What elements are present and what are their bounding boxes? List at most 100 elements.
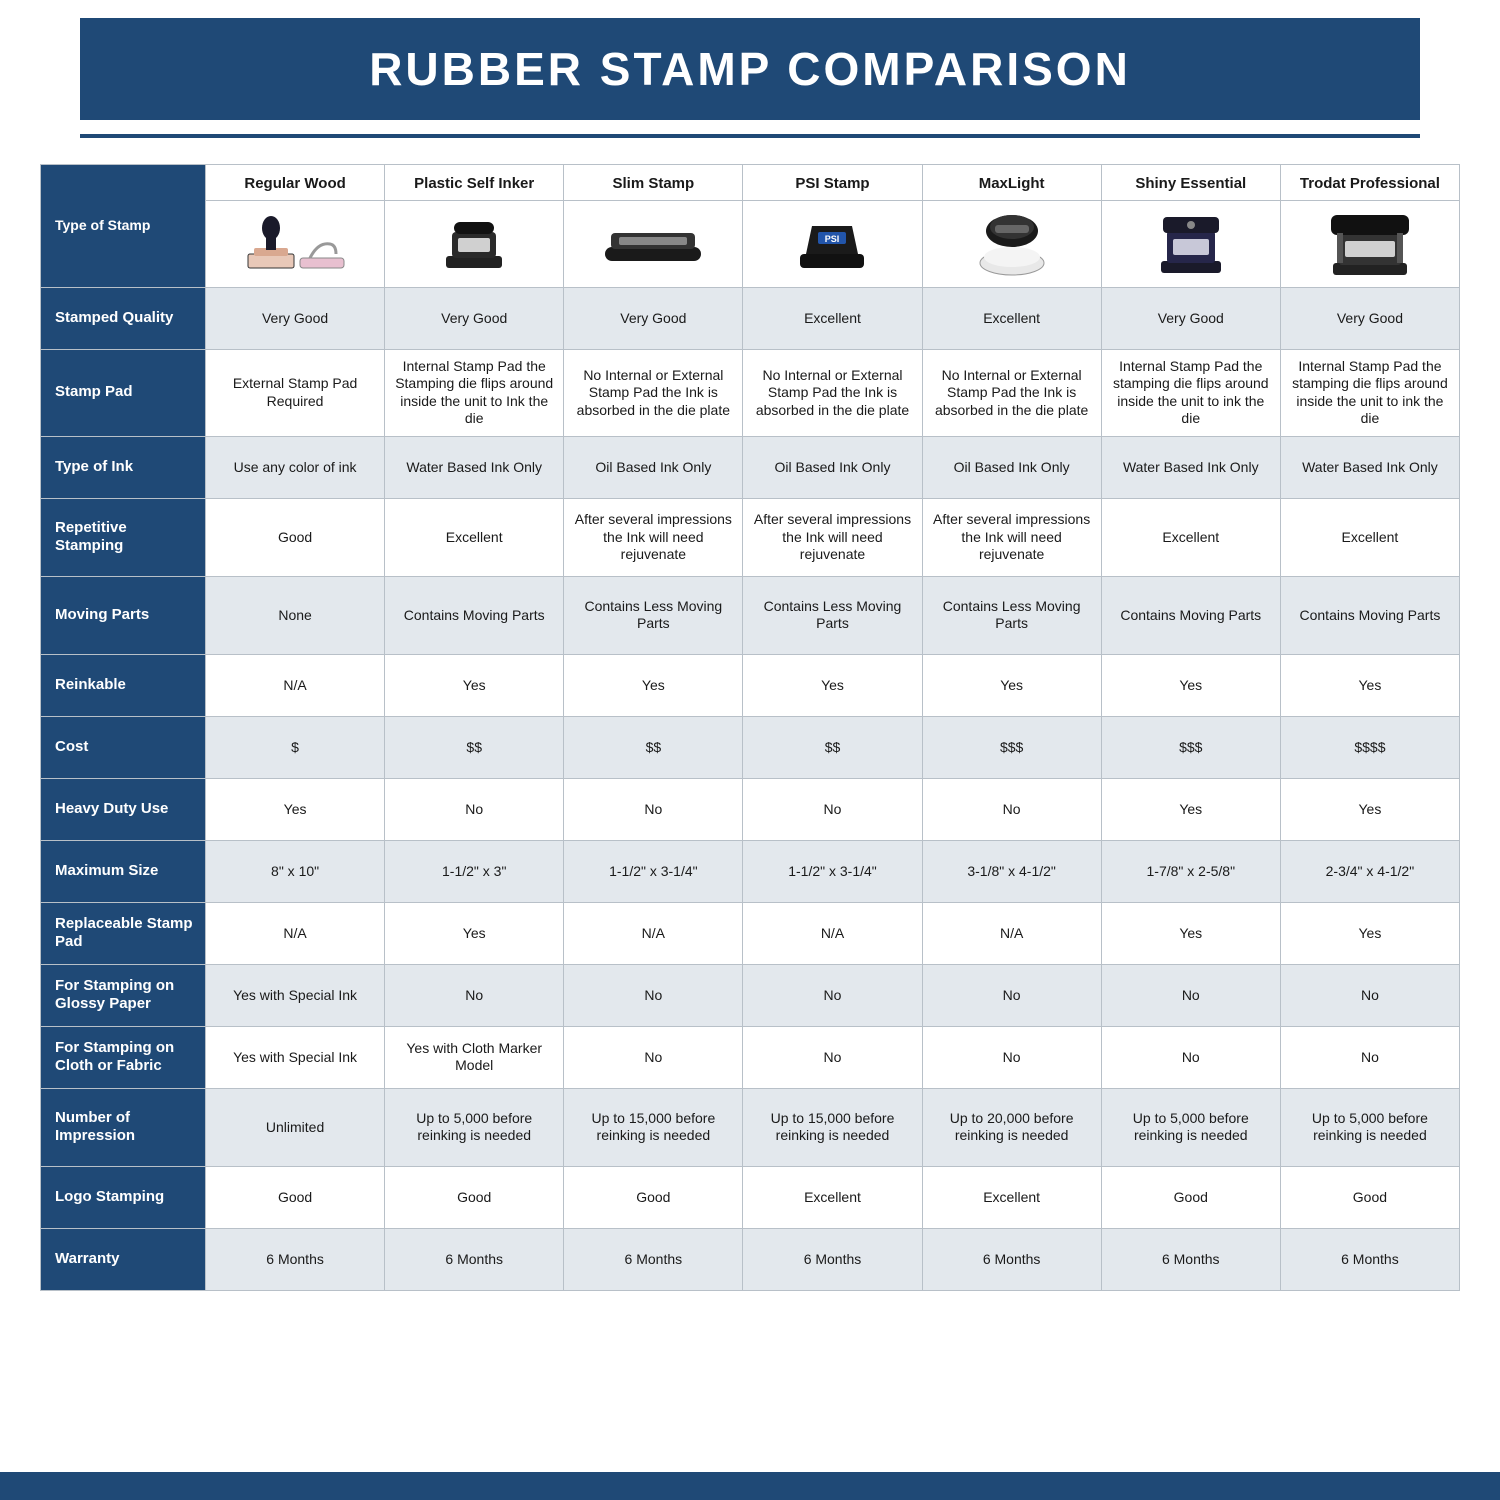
title-divider [80, 134, 1420, 138]
shiny-essential-icon [1101, 200, 1280, 287]
table-cell: Good [564, 1166, 743, 1228]
table-cell: Up to 20,000 before reinking is needed [922, 1088, 1101, 1166]
table-cell: No [564, 778, 743, 840]
table-cell: 6 Months [1280, 1228, 1459, 1290]
table-cell: 6 Months [922, 1228, 1101, 1290]
table-cell: No [385, 964, 564, 1026]
table-cell: Good [385, 1166, 564, 1228]
table-row: Repetitive StampingGoodExcellentAfter se… [41, 498, 1460, 576]
col-header: MaxLight [922, 165, 1101, 201]
table-row: Warranty6 Months6 Months6 Months6 Months… [41, 1228, 1460, 1290]
table-cell: No [743, 1026, 922, 1088]
table-cell: Up to 5,000 before reinking is needed [1101, 1088, 1280, 1166]
table-cell: Water Based Ink Only [1280, 436, 1459, 498]
table-row: Type of InkUse any color of inkWater Bas… [41, 436, 1460, 498]
table-cell: Water Based Ink Only [1101, 436, 1280, 498]
table-row: Replaceable Stamp PadN/AYesN/AN/AN/AYesY… [41, 902, 1460, 964]
table-row: ReinkableN/AYesYesYesYesYesYes [41, 654, 1460, 716]
table-cell: Contains Less Moving Parts [743, 576, 922, 654]
row-label: Reinkable [41, 654, 206, 716]
table-cell: Oil Based Ink Only [743, 436, 922, 498]
table-cell: No [922, 1026, 1101, 1088]
table-cell: Yes with Cloth Marker Model [385, 1026, 564, 1088]
table-cell: Excellent [743, 287, 922, 349]
table-row: Stamp PadExternal Stamp Pad RequiredInte… [41, 349, 1460, 436]
table-cell: No [564, 1026, 743, 1088]
table-cell: Excellent [922, 1166, 1101, 1228]
table-cell: Up to 15,000 before reinking is needed [743, 1088, 922, 1166]
table-cell: Excellent [1101, 498, 1280, 576]
table-row: Heavy Duty UseYesNoNoNoNoYesYes [41, 778, 1460, 840]
table-cell: Yes [1101, 654, 1280, 716]
table-cell: Excellent [922, 287, 1101, 349]
row-label: Replaceable Stamp Pad [41, 902, 206, 964]
table-cell: $ [206, 716, 385, 778]
table-cell: Up to 15,000 before reinking is needed [564, 1088, 743, 1166]
table-cell: 6 Months [1101, 1228, 1280, 1290]
table-cell: Yes [1101, 778, 1280, 840]
footer-bar [0, 1472, 1500, 1500]
table-cell: $$ [743, 716, 922, 778]
table-cell: Excellent [385, 498, 564, 576]
table-cell: Excellent [743, 1166, 922, 1228]
row-label: Logo Stamping [41, 1166, 206, 1228]
maxlight-stamp-icon [922, 200, 1101, 287]
table-cell: Oil Based Ink Only [922, 436, 1101, 498]
table-row: Maximum Size8" x 10"1-1/2" x 3"1-1/2" x … [41, 840, 1460, 902]
table-cell: $$$ [1101, 716, 1280, 778]
table-cell: $$$$ [1280, 716, 1459, 778]
table-cell: 6 Months [564, 1228, 743, 1290]
page-title: RUBBER STAMP COMPARISON [80, 18, 1420, 120]
table-cell: After several impressions the Ink will n… [922, 498, 1101, 576]
table-cell: Excellent [1280, 498, 1459, 576]
row-label: Warranty [41, 1228, 206, 1290]
table-cell: 1-1/2" x 3-1/4" [743, 840, 922, 902]
self-inker-icon [385, 200, 564, 287]
table-cell: Yes with Special Ink [206, 964, 385, 1026]
table-cell: No [922, 778, 1101, 840]
table-cell: Internal Stamp Pad the Stamping die flip… [385, 349, 564, 436]
table-cell: Yes [385, 902, 564, 964]
table-cell: No [1101, 964, 1280, 1026]
table-cell: Yes [1280, 778, 1459, 840]
table-row: Logo StampingGoodGoodGoodExcellentExcell… [41, 1166, 1460, 1228]
table-cell: Yes [743, 654, 922, 716]
wood-stamp-icon [206, 200, 385, 287]
svg-text:PSI: PSI [825, 234, 840, 244]
table-cell: Yes [206, 778, 385, 840]
table-cell: No [1280, 1026, 1459, 1088]
col-header: PSI Stamp [743, 165, 922, 201]
column-header-row: Type of Stamp Regular Wood Plastic Self … [41, 165, 1460, 201]
row-label: Type of Ink [41, 436, 206, 498]
table-cell: Very Good [1280, 287, 1459, 349]
col-header: Trodat Professional [1280, 165, 1459, 201]
row-label: Maximum Size [41, 840, 206, 902]
table-cell: 2-3/4" x 4-1/2" [1280, 840, 1459, 902]
table-cell: No [743, 778, 922, 840]
table-cell: None [206, 576, 385, 654]
table-cell: No [1280, 964, 1459, 1026]
table-cell: Very Good [564, 287, 743, 349]
table-cell: No [564, 964, 743, 1026]
table-cell: No [385, 778, 564, 840]
corner-label: Type of Stamp [41, 165, 206, 288]
table-cell: Internal Stamp Pad the stamping die flip… [1101, 349, 1280, 436]
trodat-professional-icon [1280, 200, 1459, 287]
comparison-table-wrap: Type of Stamp Regular Wood Plastic Self … [0, 164, 1500, 1291]
row-label: Cost [41, 716, 206, 778]
comparison-table: Type of Stamp Regular Wood Plastic Self … [40, 164, 1460, 1291]
table-row: For Stamping on Glossy PaperYes with Spe… [41, 964, 1460, 1026]
table-cell: After several impressions the Ink will n… [743, 498, 922, 576]
table-cell: 1-1/2" x 3-1/4" [564, 840, 743, 902]
header: RUBBER STAMP COMPARISON [0, 0, 1500, 164]
table-cell: Contains Less Moving Parts [922, 576, 1101, 654]
table-cell: No Internal or External Stamp Pad the In… [564, 349, 743, 436]
col-header: Shiny Essential [1101, 165, 1280, 201]
col-header: Slim Stamp [564, 165, 743, 201]
product-image-row: PSI [41, 200, 1460, 287]
table-cell: Yes [1280, 902, 1459, 964]
table-cell: Good [206, 498, 385, 576]
table-cell: 3-1/8" x 4-1/2" [922, 840, 1101, 902]
table-cell: Good [1101, 1166, 1280, 1228]
table-cell: Up to 5,000 before reinking is needed [385, 1088, 564, 1166]
